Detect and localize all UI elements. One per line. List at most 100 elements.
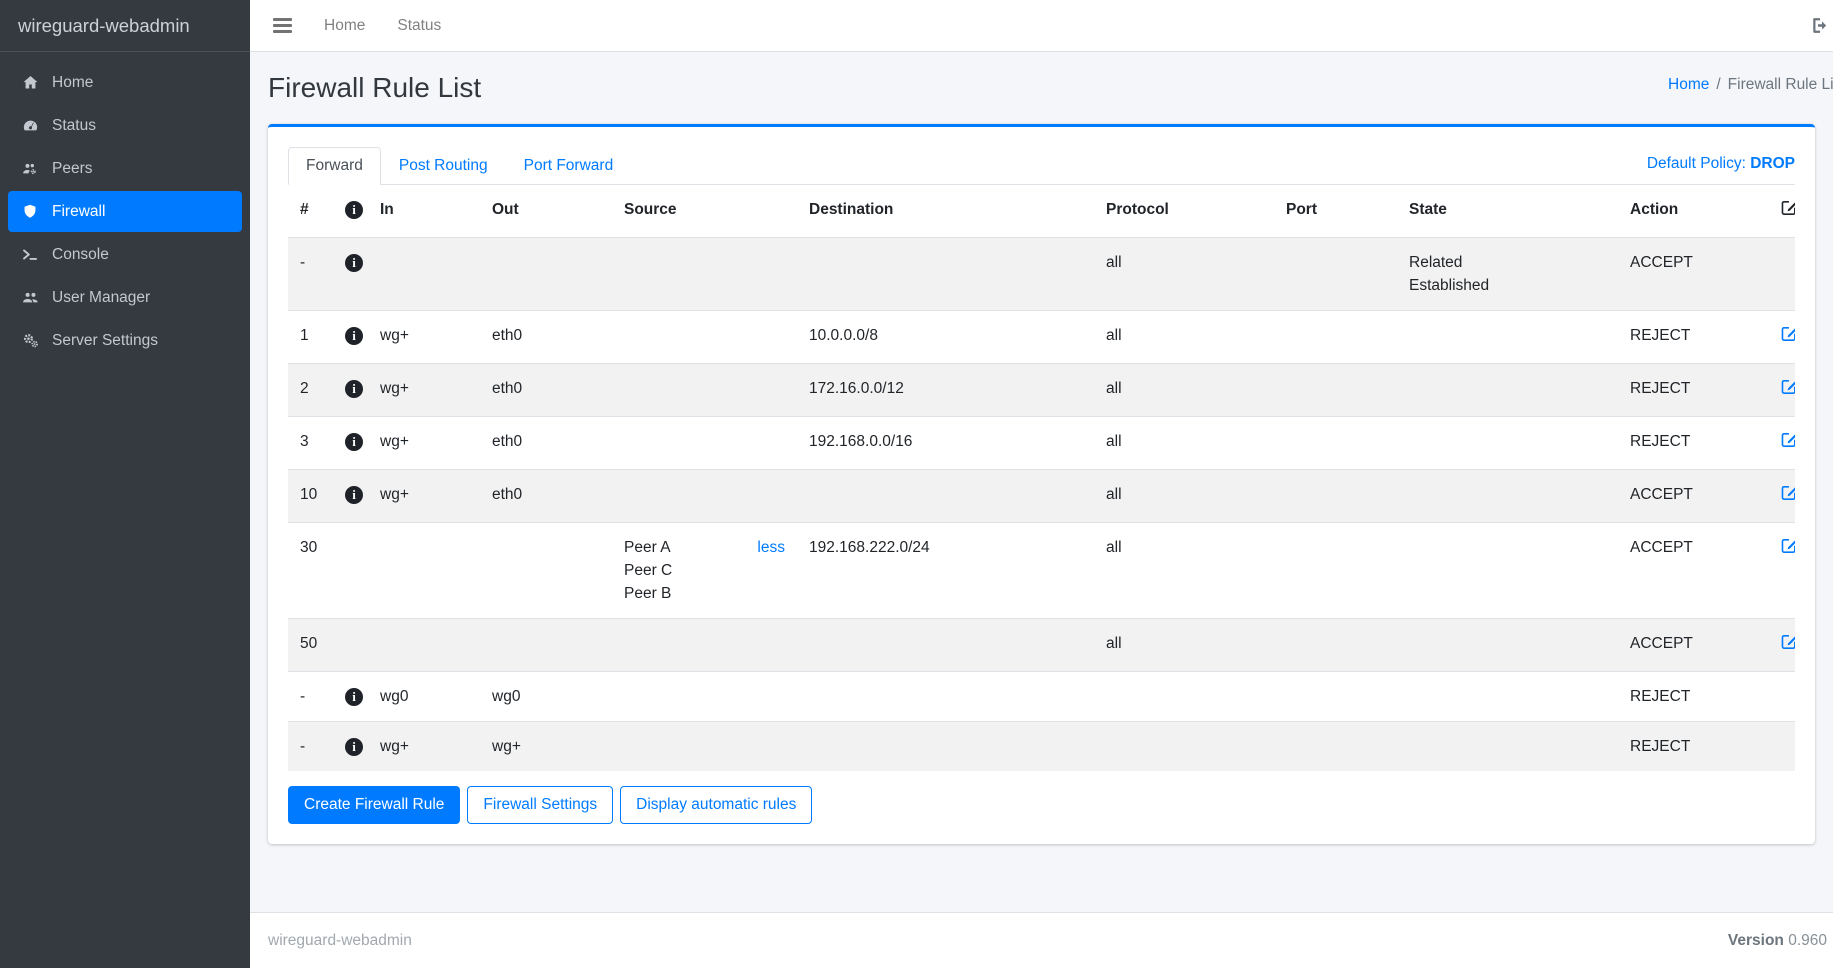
edit-icon[interactable] bbox=[1780, 324, 1795, 343]
less-link[interactable]: less bbox=[757, 539, 785, 556]
main-area: Home Status Firewall Rule List Home / Firew… bbox=[250, 0, 1833, 968]
sidebar-item-peers[interactable]: Peers bbox=[8, 148, 242, 189]
rule-info-cell: i bbox=[333, 672, 368, 722]
sidebar-item-status[interactable]: Status bbox=[8, 105, 242, 146]
rule-port bbox=[1274, 523, 1397, 619]
sidebar-item-label: User Manager bbox=[52, 288, 151, 306]
rule-in-interface bbox=[368, 619, 480, 672]
rule-protocol bbox=[1094, 722, 1274, 772]
tab-port-forward[interactable]: Port Forward bbox=[523, 157, 614, 174]
topbar-links: Home Status bbox=[308, 17, 457, 35]
rule-state bbox=[1397, 722, 1618, 772]
rule-state bbox=[1397, 364, 1618, 417]
rule-source bbox=[612, 619, 797, 672]
rule-port bbox=[1274, 417, 1397, 470]
default-policy-value: DROP bbox=[1750, 155, 1795, 172]
rule-source bbox=[612, 722, 797, 772]
info-icon[interactable]: i bbox=[345, 380, 363, 398]
brand-link[interactable]: wireguard-webadmin bbox=[0, 0, 250, 52]
info-icon[interactable]: i bbox=[345, 688, 363, 706]
hamburger-icon[interactable] bbox=[273, 18, 292, 33]
breadcrumb-separator: / bbox=[1716, 76, 1721, 93]
rule-port bbox=[1274, 722, 1397, 772]
rule-protocol: all bbox=[1106, 539, 1122, 556]
sidebar-item-user-manager[interactable]: User Manager bbox=[8, 277, 242, 318]
sidebar-item-label: Console bbox=[52, 245, 109, 263]
action-buttons: Create Firewall Rule Firewall Settings Dis… bbox=[288, 786, 1795, 824]
firewall-rules-table: # i In Out Source Destination Protocol Port Stat… bbox=[288, 185, 1795, 771]
sidebar-item-server-settings[interactable]: Server Settings bbox=[8, 320, 242, 361]
rule-number: 30 bbox=[300, 539, 318, 556]
rule-info-cell: i bbox=[333, 311, 368, 364]
sign-out-icon[interactable] bbox=[1810, 15, 1831, 41]
rule-info-cell: i bbox=[333, 238, 368, 311]
info-icon[interactable]: i bbox=[345, 254, 363, 272]
default-policy[interactable]: Default Policy: DROP bbox=[1646, 155, 1795, 172]
shield-icon bbox=[16, 203, 44, 220]
firewall-settings-button[interactable]: Firewall Settings bbox=[467, 786, 614, 824]
sidebar-item-firewall[interactable]: Firewall bbox=[8, 191, 242, 232]
topbar-link-home[interactable]: Home bbox=[324, 16, 366, 34]
rule-source bbox=[612, 470, 797, 523]
breadcrumb-home-link[interactable]: Home bbox=[1668, 76, 1710, 93]
sidebar-item-home[interactable]: Home bbox=[8, 62, 242, 103]
sidebar-item-console[interactable]: Console bbox=[8, 234, 242, 275]
rule-protocol: all bbox=[1106, 254, 1122, 271]
terminal-icon bbox=[16, 246, 44, 263]
column-header-in: In bbox=[380, 201, 394, 218]
rule-source bbox=[612, 311, 797, 364]
rule-source bbox=[612, 238, 797, 311]
topbar: Home Status bbox=[250, 0, 1833, 52]
source-peer: Peer B bbox=[624, 585, 672, 602]
rule-action: ACCEPT bbox=[1630, 254, 1693, 271]
display-automatic-rules-button[interactable]: Display automatic rules bbox=[620, 786, 813, 824]
edit-icon[interactable] bbox=[1780, 430, 1795, 449]
table-body: - i all Related Established ACCEPT 1 i wg+ eth0 10… bbox=[288, 237, 1795, 772]
rule-info-cell: i bbox=[333, 364, 368, 417]
table-row: 10 i wg+ eth0 all ACCEPT bbox=[288, 469, 1795, 523]
rule-state: Related Established bbox=[1397, 238, 1618, 311]
info-icon[interactable]: i bbox=[345, 433, 363, 451]
column-header-edit bbox=[1768, 185, 1795, 238]
table-row: - i wg+ wg+ REJECT bbox=[288, 721, 1795, 772]
tab-forward[interactable]: Forward bbox=[288, 147, 381, 185]
rule-out-interface: wg+ bbox=[492, 738, 521, 755]
info-icon: i bbox=[345, 201, 363, 219]
tab-post-routing[interactable]: Post Routing bbox=[398, 157, 488, 174]
rule-info-cell: i bbox=[333, 417, 368, 470]
column-header-action: Action bbox=[1630, 201, 1679, 218]
rule-action: REJECT bbox=[1630, 738, 1691, 755]
rule-port bbox=[1274, 364, 1397, 417]
create-firewall-rule-button[interactable]: Create Firewall Rule bbox=[288, 786, 461, 824]
info-icon[interactable]: i bbox=[345, 327, 363, 345]
column-header-source: Source bbox=[624, 201, 677, 218]
footer-version: Version 0.960 bbox=[1727, 931, 1827, 949]
rule-protocol: all bbox=[1106, 380, 1122, 397]
rule-edit-cell bbox=[1768, 470, 1795, 523]
rule-edit-cell bbox=[1768, 619, 1795, 672]
source-peer: Peer A bbox=[624, 539, 671, 556]
state-line: Related bbox=[1409, 254, 1463, 271]
info-icon[interactable]: i bbox=[345, 486, 363, 504]
rule-action: ACCEPT bbox=[1630, 635, 1693, 652]
rule-in-interface: wg+ bbox=[380, 327, 409, 344]
edit-icon[interactable] bbox=[1780, 536, 1795, 555]
table-row: 50 all ACCEPT bbox=[288, 618, 1795, 672]
edit-icon[interactable] bbox=[1780, 377, 1795, 396]
column-header-protocol: Protocol bbox=[1106, 201, 1169, 218]
rule-out-interface: wg0 bbox=[492, 688, 521, 705]
rule-state bbox=[1397, 523, 1618, 619]
info-icon[interactable]: i bbox=[345, 738, 363, 756]
sidebar-item-label: Firewall bbox=[52, 202, 106, 220]
sidebar-item-label: Peers bbox=[52, 159, 93, 177]
rule-destination bbox=[797, 722, 1094, 772]
rule-number: 50 bbox=[300, 635, 318, 652]
rule-action: REJECT bbox=[1630, 380, 1691, 397]
rule-destination: 10.0.0.0/8 bbox=[809, 327, 878, 344]
topbar-link-status[interactable]: Status bbox=[397, 16, 442, 34]
edit-icon[interactable] bbox=[1780, 483, 1795, 502]
column-header-destination: Destination bbox=[809, 201, 894, 218]
edit-icon[interactable] bbox=[1780, 632, 1795, 651]
column-header-info: i bbox=[333, 185, 368, 238]
